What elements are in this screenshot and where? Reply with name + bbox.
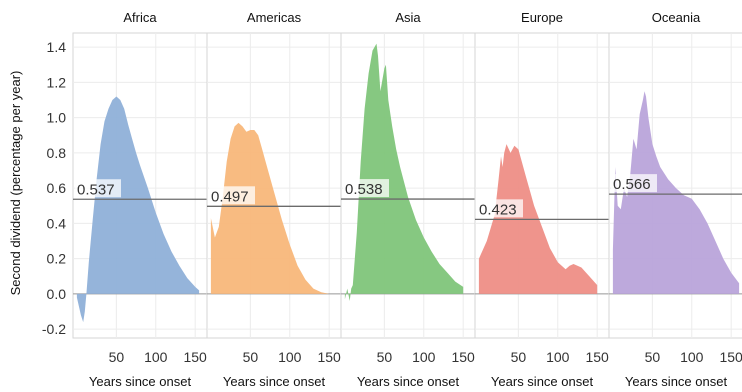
area-series: [76, 96, 200, 323]
mean-label-bg: [477, 199, 523, 218]
panel-header: [73, 4, 207, 30]
x-axis-label: Years since onset: [491, 374, 594, 389]
panel-header: [475, 4, 609, 30]
panel-asia: Asia 0.538 50 100 150 Years since onset: [340, 4, 476, 389]
panel-title: Oceania: [652, 10, 701, 25]
y-axis-label: Second dividend (percentage per year): [8, 71, 23, 296]
x-tick-label: 50: [511, 349, 527, 365]
mean-label-bg: [611, 174, 657, 193]
x-tick-label: 150: [719, 349, 742, 365]
mean-label-bg: [75, 179, 121, 198]
x-tick-label: 50: [243, 349, 259, 365]
mean-label: 0.497: [211, 188, 249, 205]
x-tick-label: 50: [645, 349, 661, 365]
y-tick-label: 1.4: [47, 39, 67, 55]
x-tick-label: 150: [317, 349, 341, 365]
y-tick-label: 0.8: [47, 145, 67, 161]
y-tick-label: 0.6: [47, 180, 67, 196]
y-tick-label: -0.2: [42, 321, 66, 337]
mean-label: 0.538: [345, 181, 383, 198]
x-tick-label: 100: [278, 349, 302, 365]
panel-frame: [608, 32, 742, 339]
y-axis-ticks: -0.2 0.0 0.2 0.4 0.6 0.8 1.0 1.2 1.4: [42, 39, 66, 337]
mean-label: 0.566: [613, 176, 651, 193]
x-tick-label: 50: [109, 349, 125, 365]
x-axis-label: Years since onset: [357, 374, 460, 389]
area-series: [344, 43, 464, 301]
mean-label-bg: [343, 179, 389, 198]
x-axis-label: Years since onset: [625, 374, 728, 389]
panel-europe: Europe 0.423 50 100 150 Years since onset: [474, 4, 610, 389]
x-tick-label: 150: [451, 349, 475, 365]
panel-title: Europe: [521, 10, 563, 25]
y-tick-label: 1.2: [47, 74, 67, 90]
x-tick-label: 100: [546, 349, 570, 365]
area-series: [210, 122, 330, 294]
panel-header: [207, 4, 341, 30]
y-tick-label: 0.0: [47, 286, 67, 302]
y-tick-label: 1.0: [47, 110, 67, 126]
mean-label: 0.423: [479, 201, 517, 218]
x-tick-label: 150: [183, 349, 207, 365]
x-axis-label: Years since onset: [223, 374, 326, 389]
x-tick-label: 50: [377, 349, 393, 365]
area-series: [612, 91, 740, 294]
panel-title: Africa: [123, 10, 157, 25]
x-tick-label: 100: [144, 349, 168, 365]
mean-label-bg: [209, 186, 255, 205]
x-tick-label: 100: [680, 349, 704, 365]
panel-africa: Africa 0.537 50 100 150 Years since onset: [72, 4, 208, 389]
x-tick-label: 100: [412, 349, 436, 365]
x-tick-label: 150: [585, 349, 609, 365]
panel-header: [609, 4, 742, 30]
y-tick-label: 0.4: [47, 215, 67, 231]
x-axis-label: Years since onset: [89, 374, 192, 389]
panel-title: Americas: [247, 10, 302, 25]
y-tick-label: 0.2: [47, 251, 67, 267]
panel-title: Asia: [395, 10, 421, 25]
panel-header: [341, 4, 475, 30]
mean-label: 0.537: [77, 181, 115, 198]
panel-oceania: Oceania 0.566 50 100 150 Years since onset: [608, 4, 742, 389]
panel-americas: Americas 0.497 50 100 150 Years since onset: [206, 4, 342, 389]
